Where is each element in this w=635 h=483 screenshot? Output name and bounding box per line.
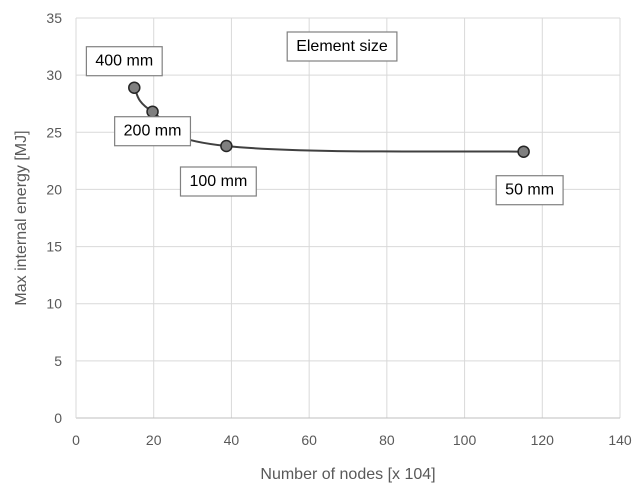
- data-point: [146, 105, 159, 118]
- annotation-text: 200 mm: [124, 123, 182, 140]
- y-tick-label: 25: [46, 124, 62, 140]
- y-tick-label: 20: [46, 181, 62, 197]
- annotation-label: 50 mm: [495, 175, 564, 206]
- y-tick-label: 15: [46, 239, 62, 255]
- x-tick-label: 20: [146, 432, 162, 448]
- data-point: [128, 81, 141, 94]
- y-tick-label: 35: [46, 10, 62, 26]
- data-series: [128, 81, 530, 158]
- data-point: [517, 145, 530, 158]
- x-tick-label: 140: [608, 432, 632, 448]
- annotation-text: 50 mm: [505, 182, 554, 199]
- annotation-box: [495, 175, 564, 206]
- annotation-label: 100 mm: [179, 166, 257, 197]
- y-tick-label: 10: [46, 296, 62, 312]
- y-tick-label: 0: [54, 410, 62, 426]
- y-axis-label: Max internal energy [MJ]: [13, 130, 30, 305]
- y-tick-label: 5: [54, 353, 62, 369]
- y-tick-label: 30: [46, 67, 62, 83]
- annotation-box: [179, 166, 257, 197]
- annotation-text: 100 mm: [189, 173, 247, 190]
- grid: [76, 17, 621, 418]
- x-tick-label: 80: [379, 432, 395, 448]
- annotation-box: [286, 31, 398, 62]
- x-tick-label: 40: [224, 432, 240, 448]
- tick-labels: 0 5 10 15 20 25 30 35 0 20 40 60 80 100 120 140: [46, 10, 631, 448]
- annotations: 400 mm 200 mm 100 mm 50 mm Element size: [85, 31, 564, 206]
- x-axis-label: Number of nodes [x 104]: [260, 466, 435, 483]
- annotation-text: Element size: [296, 38, 388, 55]
- data-point: [220, 139, 233, 153]
- annotation-text: 400 mm: [95, 53, 153, 70]
- x-tick-label: 100: [453, 432, 477, 448]
- x-tick-label: 60: [301, 432, 317, 448]
- annotation-box: [114, 116, 192, 147]
- annotation-box: [85, 46, 163, 77]
- annotation-label: 200 mm: [114, 116, 192, 147]
- annotation-label: 400 mm: [85, 46, 163, 77]
- x-tick-label: 0: [72, 432, 80, 448]
- axes: [75, 18, 620, 419]
- x-tick-label: 120: [531, 432, 555, 448]
- annotation-label: Element size: [286, 31, 398, 62]
- series-line: [133, 87, 524, 153]
